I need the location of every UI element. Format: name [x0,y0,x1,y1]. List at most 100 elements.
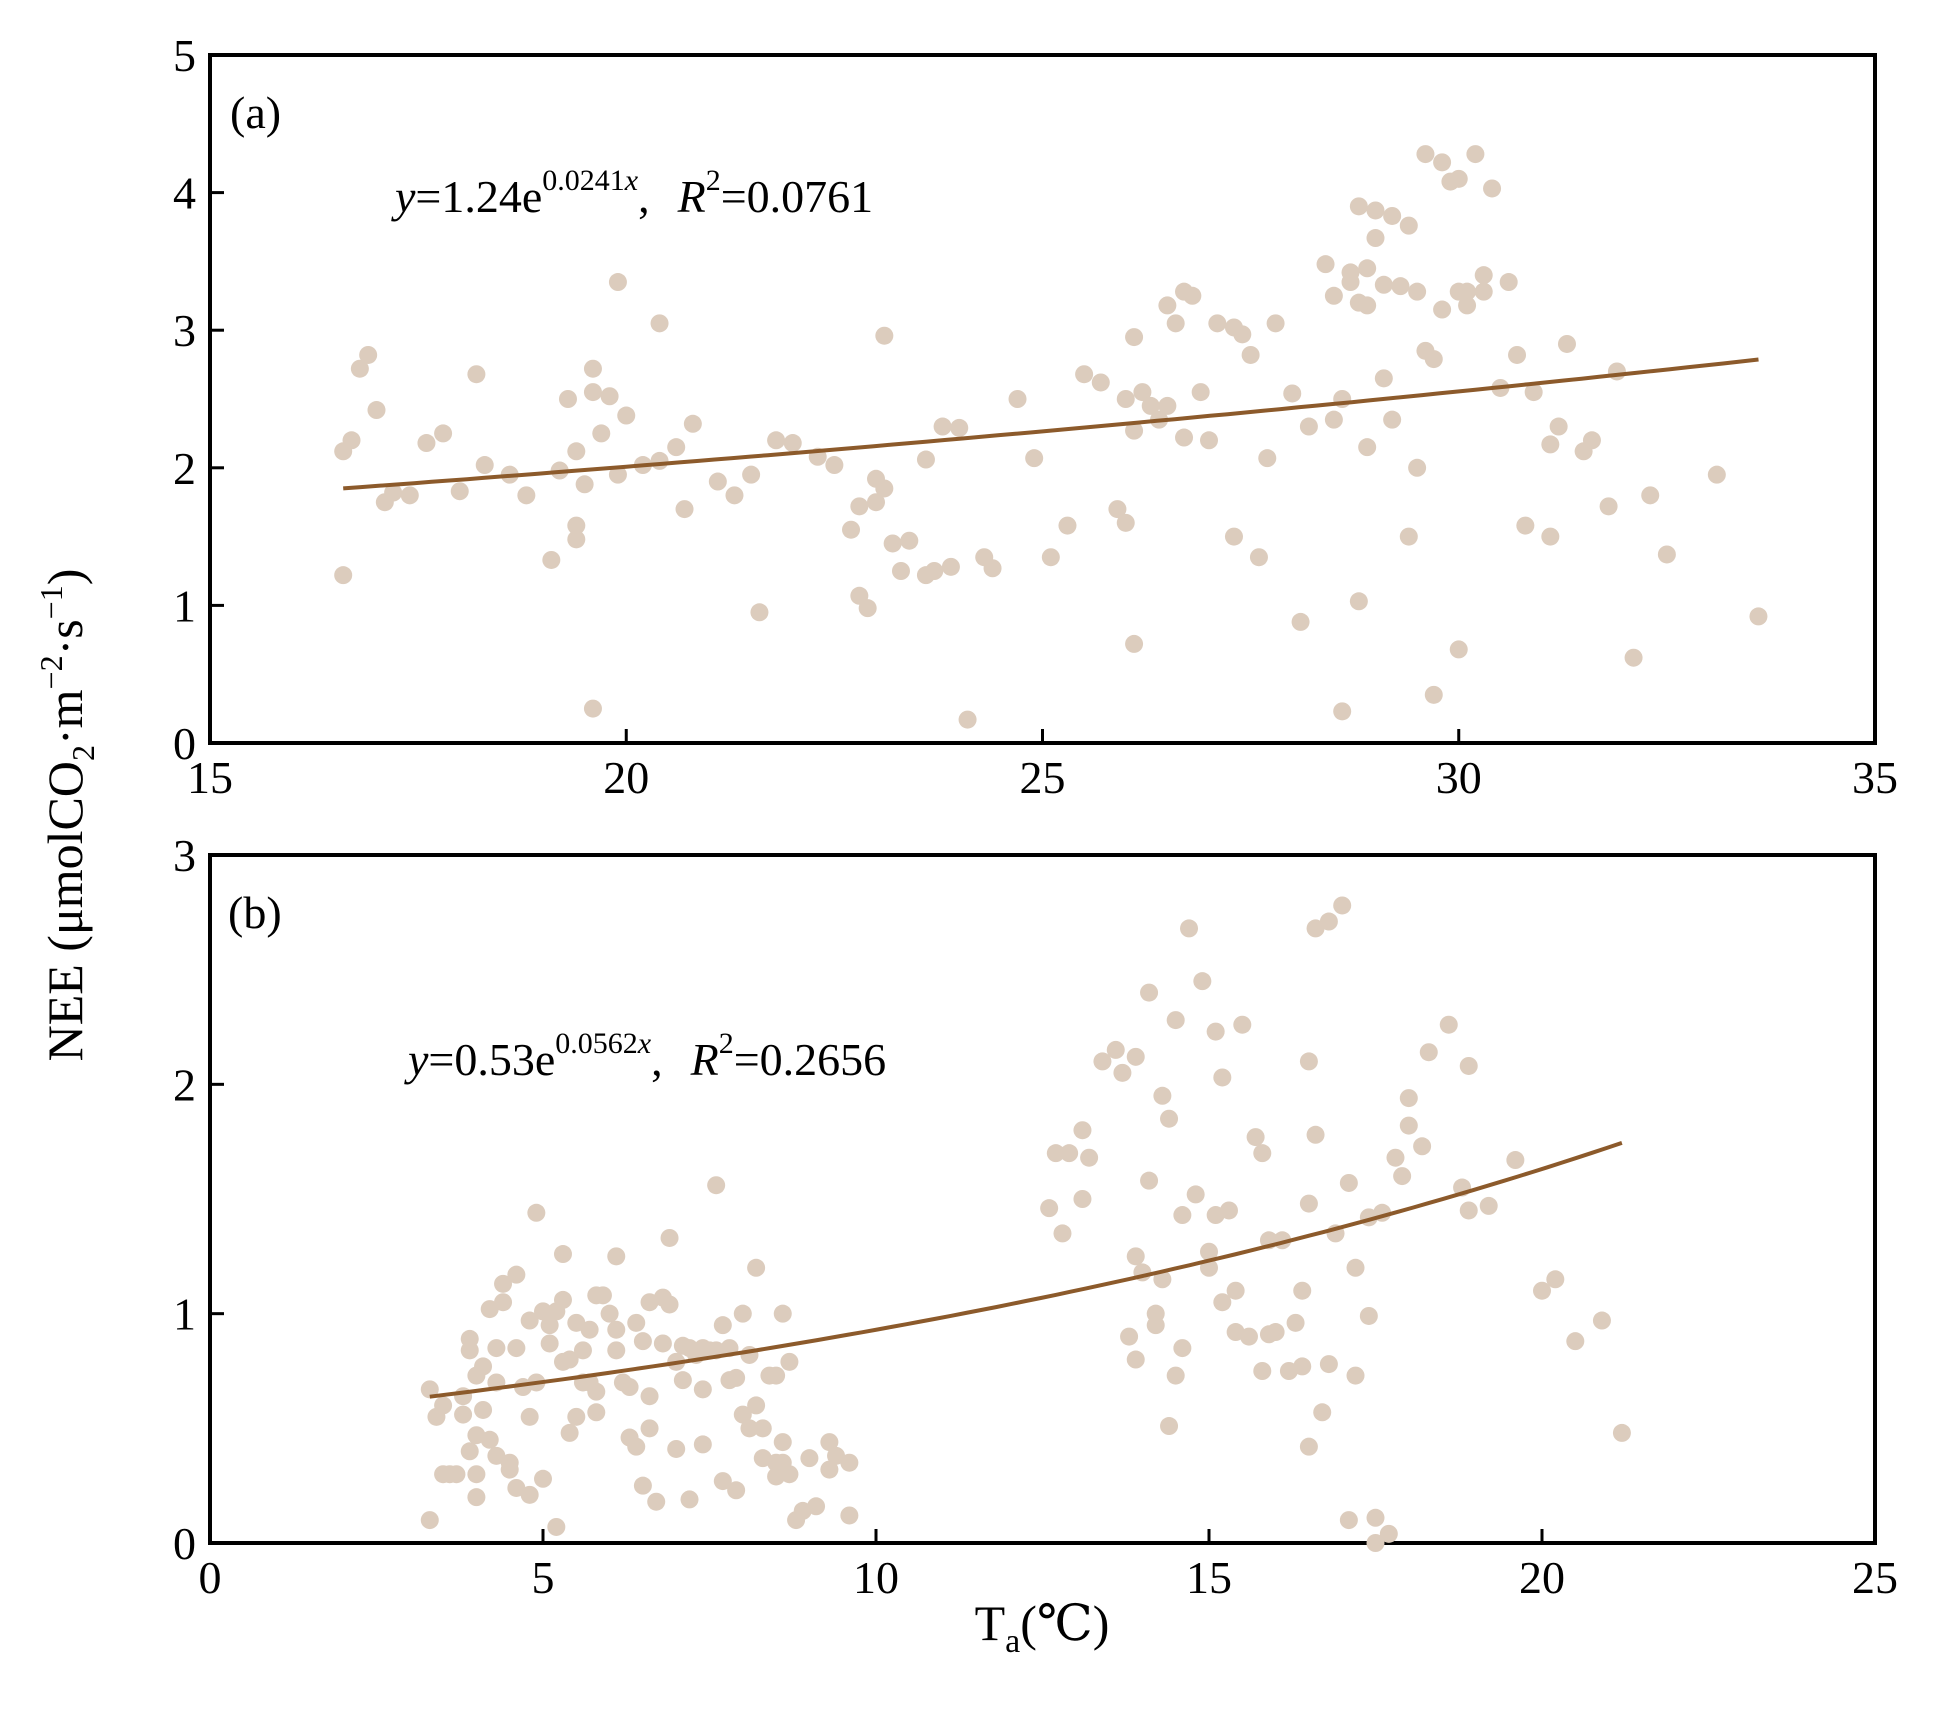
panel-b-data-point [1293,1357,1312,1376]
panel-b-data-point [494,1274,513,1293]
panel-b-data-point [600,1304,619,1323]
panel-b-data-point [534,1302,552,1321]
panel-b-x-tick-label: 0 [199,1552,222,1603]
panel-b-data-point [707,1176,726,1195]
panel-b-data-point [1306,919,1325,938]
panel-a-data-point [900,531,919,550]
panel-a-data-point [1058,516,1077,535]
panel-b-data-point [1333,896,1352,915]
panel-b-data-point [1253,1362,1272,1380]
panel-a-data-point [583,699,602,718]
panel-a-data-point [1399,216,1418,235]
panel-b-data-point [1366,1508,1385,1527]
panel-a-data-point [1291,612,1310,631]
panel-b-data-point [460,1442,479,1461]
panel-b-data-point [727,1481,746,1500]
panel-b-data-point [1339,1173,1358,1192]
panel-a-data-point [1299,417,1318,436]
panel-b-frame [208,853,1877,1545]
panel-b-data-point [1413,1137,1432,1156]
panel-b-data-point [480,1300,499,1319]
panel-b-data-point [1359,1306,1378,1325]
panel-b-data-point [800,1449,819,1468]
panel-a-data-point [575,475,594,494]
panel-b-data-point [640,1387,659,1406]
panel-a-data-point [592,424,611,443]
panel-b-data-point [573,1341,592,1360]
panel-b-data-point [653,1334,672,1353]
panel-b-y-tick-label: 1 [173,1289,196,1340]
panel-b-data-point [500,1460,519,1479]
panel-b-data-point [733,1405,752,1424]
panel-b-data-point [527,1203,546,1222]
panel-a-data-point [1416,145,1435,164]
panel-b-data-point [633,1332,652,1351]
panel-a-data-point [1483,179,1502,198]
panel-a-data-point [1599,497,1618,516]
panel-b-data-point [807,1497,826,1516]
panel-a-data-point [1424,350,1443,369]
panel-b-data-point [547,1517,566,1536]
panel-b-data-point [1346,1258,1365,1277]
panel-a-data-point [1166,314,1185,333]
panel-a-data-point [1524,383,1543,402]
panel-b-data-point [1319,912,1338,931]
panel-a-data-point [1116,390,1135,408]
panel-b-data-point [487,1339,506,1358]
panel-b-data-point [820,1433,839,1452]
panel-a-data-point [1341,273,1360,292]
panel-a-data-point [1399,527,1418,546]
panel-a-data-point [1557,334,1576,353]
panel-b-data-point [1239,1327,1258,1346]
panel-a-x-tick-label: 15 [187,752,233,803]
panel-b-data-point [773,1304,792,1323]
panel-a-data-point [1208,314,1227,333]
panel-b-data-point [1266,1323,1285,1342]
panel-a-y-tick-label: 4 [173,168,196,219]
panel-a-data-point [1041,548,1060,567]
panel-b-data-point [487,1446,506,1465]
panel-a-data-point [683,414,702,433]
panel-a-data-point [933,417,952,436]
panel-a-data-point [1641,486,1660,505]
panel-b-data-point [1459,1056,1478,1075]
panel-a-data-point [1607,362,1626,381]
panel-a-data-point [1657,545,1676,564]
panel-a-data-point [617,406,636,425]
panel-a-data-point [1508,345,1527,364]
panel-a-data-point [667,438,686,457]
panel-b-data-point [1479,1196,1498,1215]
panel-b-data-point [1120,1327,1139,1346]
panel-b-data-point [1113,1063,1132,1082]
panel-b-points [420,896,1631,1552]
panel-b-data-point [1193,972,1212,991]
panel-b-data-point [1213,1068,1232,1087]
panel-b-data-point [1253,1144,1272,1163]
panel-b-data-point [1093,1052,1112,1071]
panel-b-data-point [1140,1171,1159,1190]
panel-b-data-point [713,1316,732,1335]
panel-b-data-point [454,1405,473,1424]
panel-b-data-point [680,1490,699,1509]
panel-b-fit-line [429,1141,1623,1399]
panel-a-data-point [916,450,935,469]
panel-a-fit-line [343,357,1759,491]
panel-b-data-point [713,1472,732,1491]
panel-a-data-point [1349,197,1368,216]
panel-a-data-point [1008,390,1027,408]
panel-a-data-point [1433,153,1452,172]
panel-b-data-point [1040,1199,1059,1218]
panel-a-data-point [1358,259,1377,278]
panel-a-data-point [1424,685,1443,704]
panel-a-data-point [417,434,436,453]
panel-a-data-point [875,326,894,345]
panel-b-data-point [673,1371,692,1390]
panel-a-data-point [1191,383,1210,402]
panel-a-data-point [583,359,602,378]
panel-b-data-point [580,1320,599,1339]
panel-b-data-point [753,1419,772,1438]
panel-a-data-point [600,387,619,406]
panel-b-data-point [660,1295,679,1314]
panel-b-data-point [1339,1511,1358,1530]
panel-a-data-point [1316,255,1335,274]
